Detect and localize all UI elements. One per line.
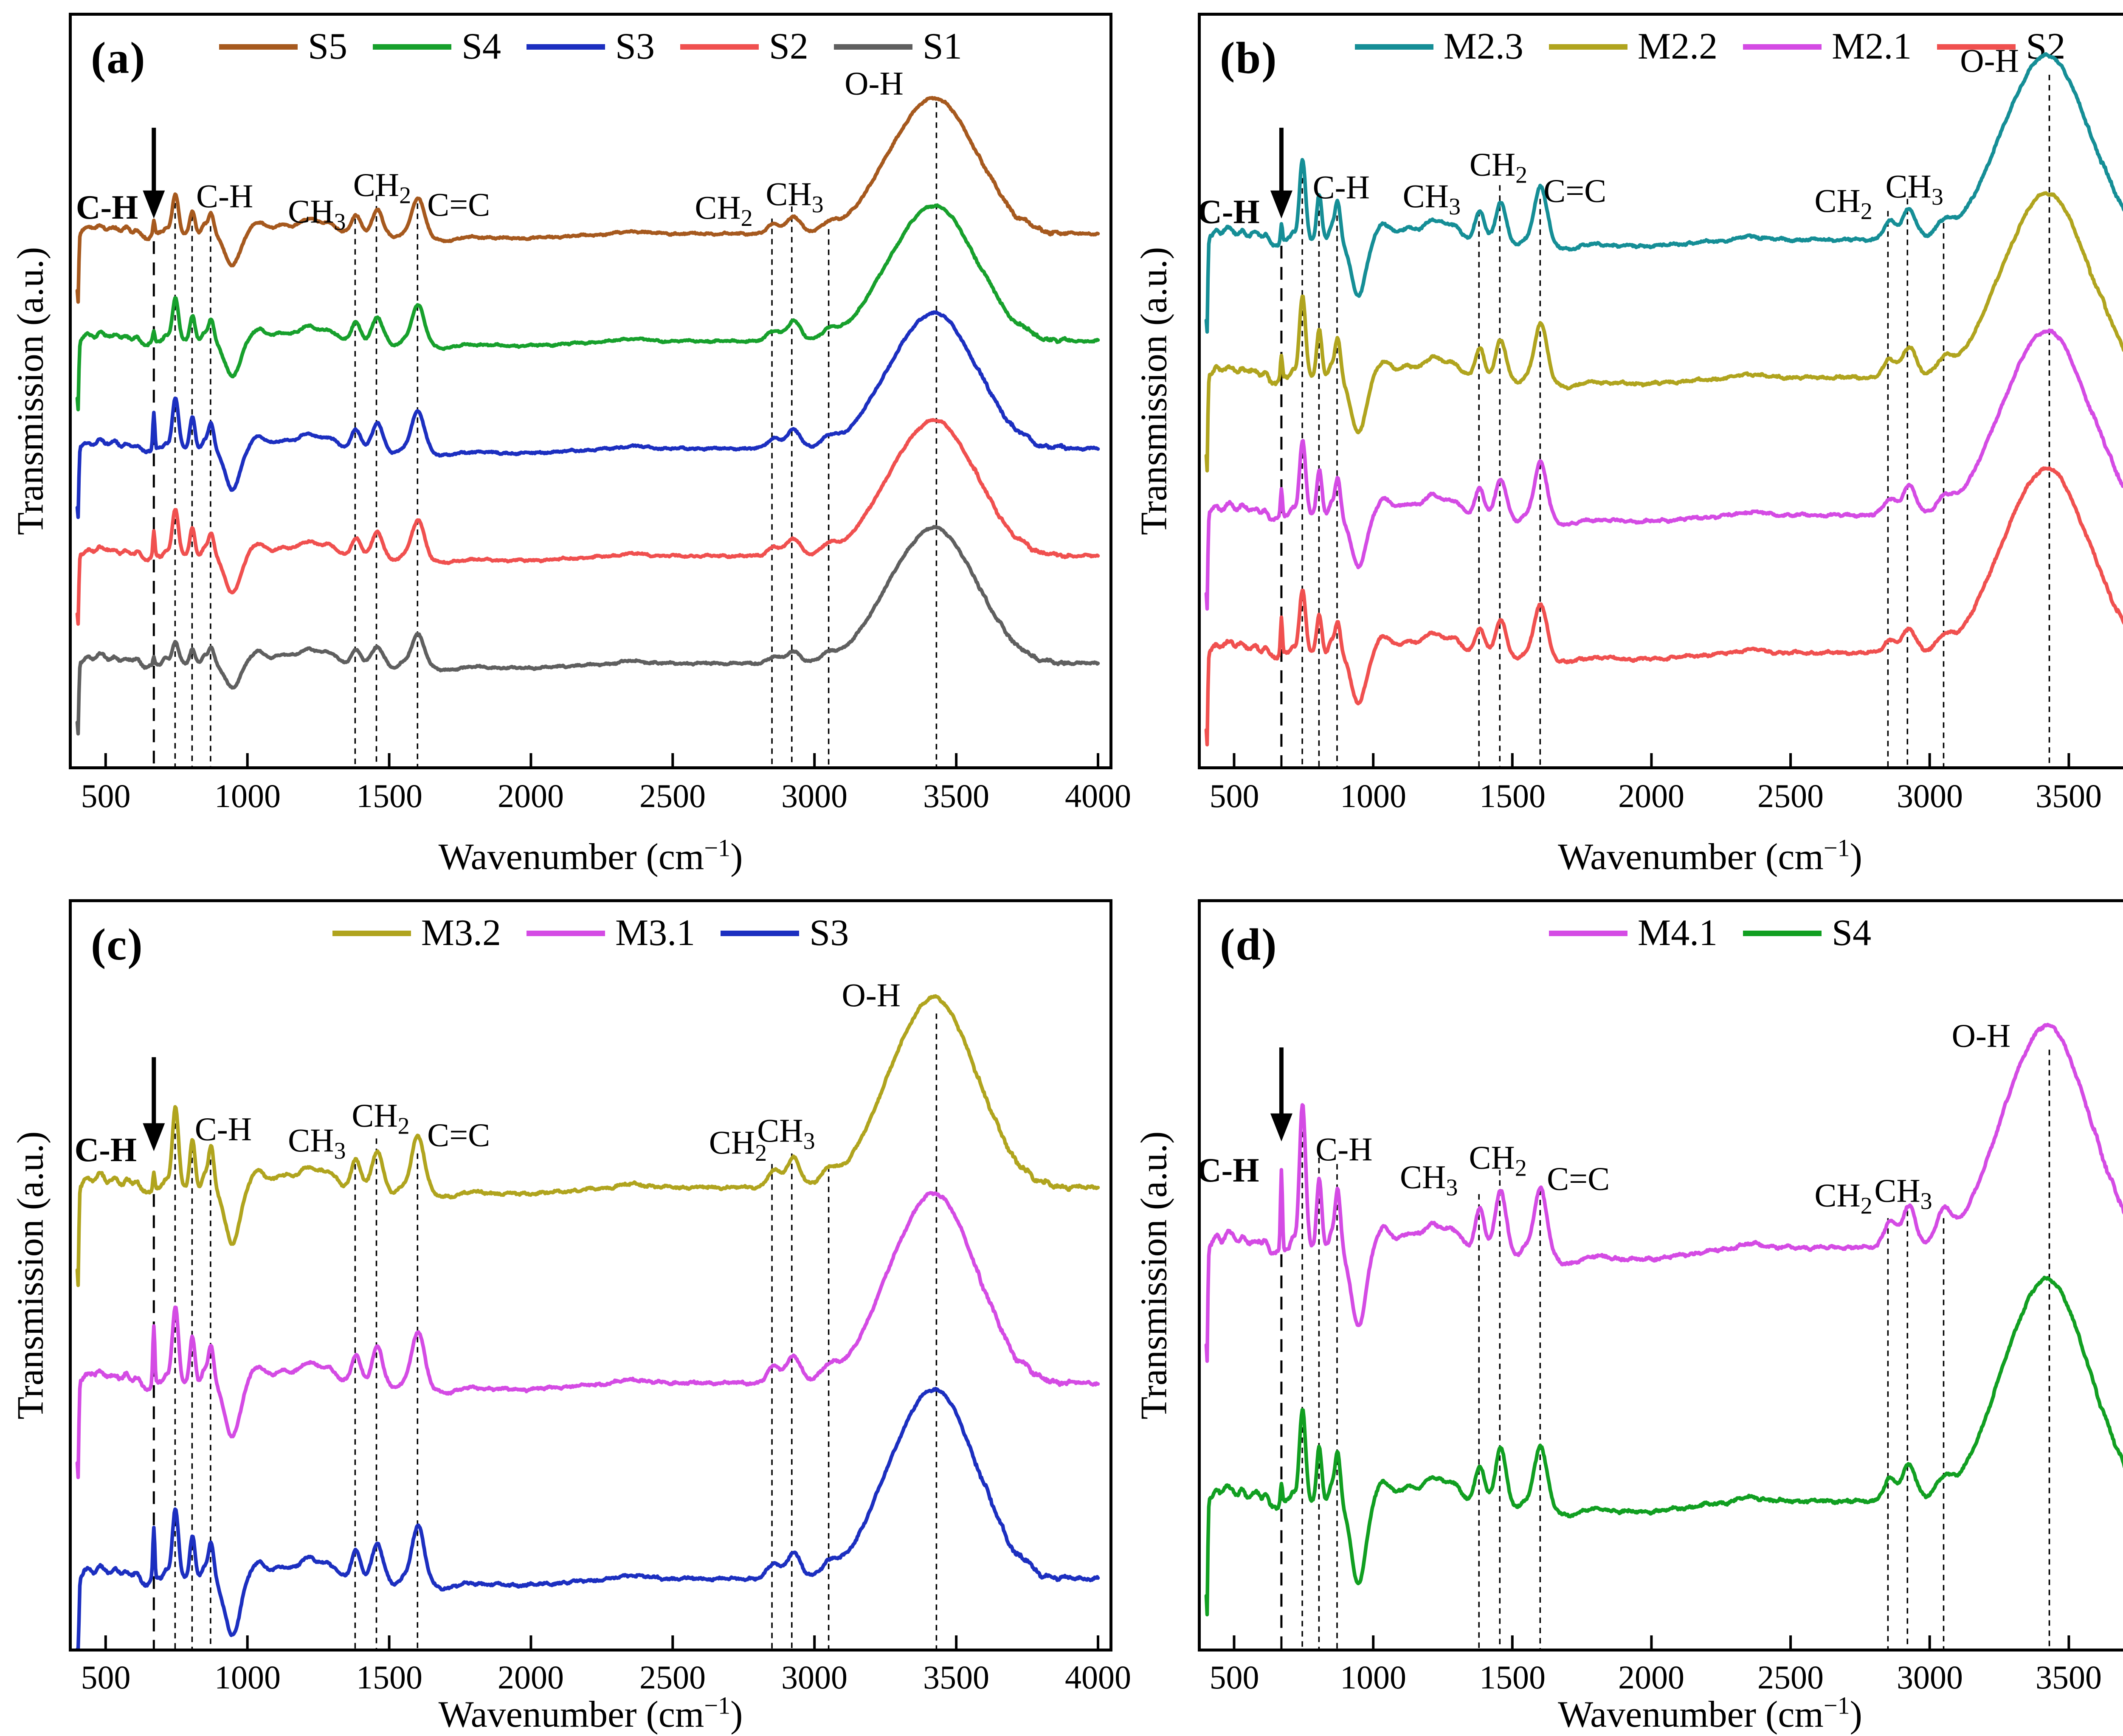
- x-axis-label-superscript: −1: [1824, 1692, 1850, 1719]
- annotation-CH-480: C-H: [1197, 194, 1260, 231]
- annotation-CC-1737: C=C: [1547, 1160, 1610, 1197]
- x-axis-label-superscript: −1: [704, 1692, 730, 1719]
- x-axis-label: Wavenumber (cm−1): [69, 836, 1112, 878]
- x-tick-label-3500: 3500: [909, 1658, 1003, 1697]
- x-axis-label-close: ): [1850, 1694, 1862, 1735]
- annotation-CH3-1210: CH3: [1403, 177, 1461, 220]
- annotation-CH2-2690: CH2: [1814, 1176, 1872, 1219]
- annotation-CH-915: C-H: [195, 1110, 252, 1147]
- annotation-CH3-2900: CH3: [757, 1112, 815, 1154]
- x-tick-label-4000: 4000: [1051, 1658, 1145, 1697]
- x-tick-label-1500: 1500: [343, 1658, 436, 1697]
- x-tick-label-500: 500: [1188, 777, 1281, 815]
- x-axis-label-text: Wavenumber (cm: [1558, 836, 1824, 878]
- annotation-CH2-2680: CH2: [695, 189, 752, 231]
- x-axis-label: Wavenumber (cm−1): [1198, 1693, 2123, 1736]
- annotation-CC-1745: C=C: [427, 1116, 490, 1153]
- plot-border: [1199, 901, 2123, 1650]
- x-axis-label-text: Wavenumber (cm: [439, 836, 704, 878]
- x-axis-label-text: Wavenumber (cm: [1558, 1694, 1824, 1735]
- x-tick-label-3000: 3000: [768, 777, 861, 815]
- annotation-OH-3215: O-H: [1960, 42, 2019, 79]
- plot-border: [1199, 14, 2123, 768]
- plot-border: [70, 14, 1111, 768]
- x-tick-label-2000: 2000: [484, 777, 577, 815]
- x-axis-label-close: ): [1850, 836, 1862, 878]
- annotation-OH-3185: O-H: [1952, 1017, 2011, 1054]
- annotation-CH2-1448: CH2: [1469, 1139, 1527, 1182]
- x-tick-label-2000: 2000: [1605, 777, 1698, 815]
- x-tick-label-2500: 2500: [1744, 777, 1837, 815]
- x-axis-label-superscript: −1: [1824, 834, 1850, 862]
- x-tick-label-3500: 3500: [2022, 777, 2115, 815]
- spectrum-curve-M3.1: [77, 1193, 1098, 1477]
- annotation-CH-920: C-H: [196, 177, 253, 214]
- x-tick-label-2000: 2000: [484, 1658, 577, 1697]
- annotation-CH-500: C-H: [74, 1131, 137, 1169]
- x-tick-label-1000: 1000: [1326, 777, 1420, 815]
- x-tick-label-500: 500: [59, 1658, 152, 1697]
- x-tick-label-500: 500: [1188, 1658, 1281, 1697]
- y-axis-label: Transmission (a.u.): [9, 1131, 52, 1420]
- annotation-OH-3200: O-H: [842, 976, 901, 1013]
- annotation-CH-478: C-H: [1197, 1152, 1259, 1189]
- x-tick-label-2500: 2500: [1744, 1658, 1837, 1697]
- annotation-CC-1745: C=C: [427, 186, 490, 223]
- y-axis-label: Transmission (a.u.): [1133, 1131, 1176, 1420]
- x-tick-label-1000: 1000: [1326, 1658, 1420, 1697]
- down-arrow-head: [1270, 191, 1292, 219]
- annotation-CH-895: C-H: [1315, 1131, 1372, 1168]
- down-arrow-head: [143, 191, 165, 219]
- annotation-CH2-2690: CH2: [1814, 182, 1872, 225]
- spectrum-curve-S4: [1206, 1277, 2123, 1615]
- x-tick-label-3500: 3500: [2022, 1658, 2115, 1697]
- annotation-CH3-1245: CH3: [288, 193, 346, 235]
- annotation-OH-3210: O-H: [845, 65, 904, 102]
- x-tick-label-3000: 3000: [1883, 777, 1977, 815]
- x-tick-label-1000: 1000: [201, 777, 294, 815]
- x-tick-label-3000: 3000: [768, 1658, 861, 1697]
- y-axis-label: Transmission (a.u.): [9, 247, 52, 535]
- down-arrow-head: [143, 1123, 165, 1151]
- annotation-CH3-1200: CH3: [1400, 1159, 1458, 1201]
- x-axis-label-close: ): [730, 1694, 743, 1735]
- x-tick-label-2500: 2500: [626, 1658, 719, 1697]
- x-axis-label: Wavenumber (cm−1): [69, 1693, 1112, 1736]
- x-tick-label-2500: 2500: [626, 777, 719, 815]
- x-axis-label-superscript: −1: [704, 834, 730, 862]
- plot-border: [70, 901, 1111, 1650]
- y-axis-label: Transmission (a.u.): [1133, 247, 1176, 535]
- x-tick-label-1500: 1500: [1466, 1658, 1559, 1697]
- down-arrow-head: [1270, 1114, 1292, 1142]
- x-tick-label-2000: 2000: [1605, 1658, 1698, 1697]
- annotation-CH2-1475: CH2: [353, 166, 411, 208]
- x-axis-label: Wavenumber (cm−1): [1198, 836, 2123, 878]
- annotation-CH2-1450: CH2: [1470, 146, 1527, 188]
- spectrum-curve-M4.1: [1206, 1024, 2123, 1361]
- x-tick-label-4000: 4000: [1051, 777, 1145, 815]
- x-axis-label-text: Wavenumber (cm: [439, 1694, 704, 1735]
- x-tick-label-1500: 1500: [343, 777, 436, 815]
- annotation-CH3-2930: CH3: [766, 175, 823, 218]
- annotation-CH3-2945: CH3: [1886, 168, 1943, 210]
- annotation-CH-505: C-H: [76, 189, 138, 226]
- x-axis-label-close: ): [730, 836, 743, 878]
- x-tick-label-1000: 1000: [201, 1658, 294, 1697]
- annotation-CC-1725: C=C: [1543, 172, 1606, 209]
- annotation-CH3-2905: CH3: [1874, 1172, 1932, 1215]
- annotation-CH3-1245: CH3: [288, 1122, 346, 1164]
- x-tick-label-500: 500: [59, 777, 152, 815]
- x-tick-label-3500: 3500: [909, 777, 1003, 815]
- x-tick-label-3000: 3000: [1883, 1658, 1977, 1697]
- annotation-CH-885: C-H: [1313, 169, 1370, 205]
- annotation-CH2-1470: CH2: [352, 1097, 409, 1139]
- x-tick-label-1500: 1500: [1466, 777, 1559, 815]
- spectrum-curve-S3: [77, 1389, 1098, 1649]
